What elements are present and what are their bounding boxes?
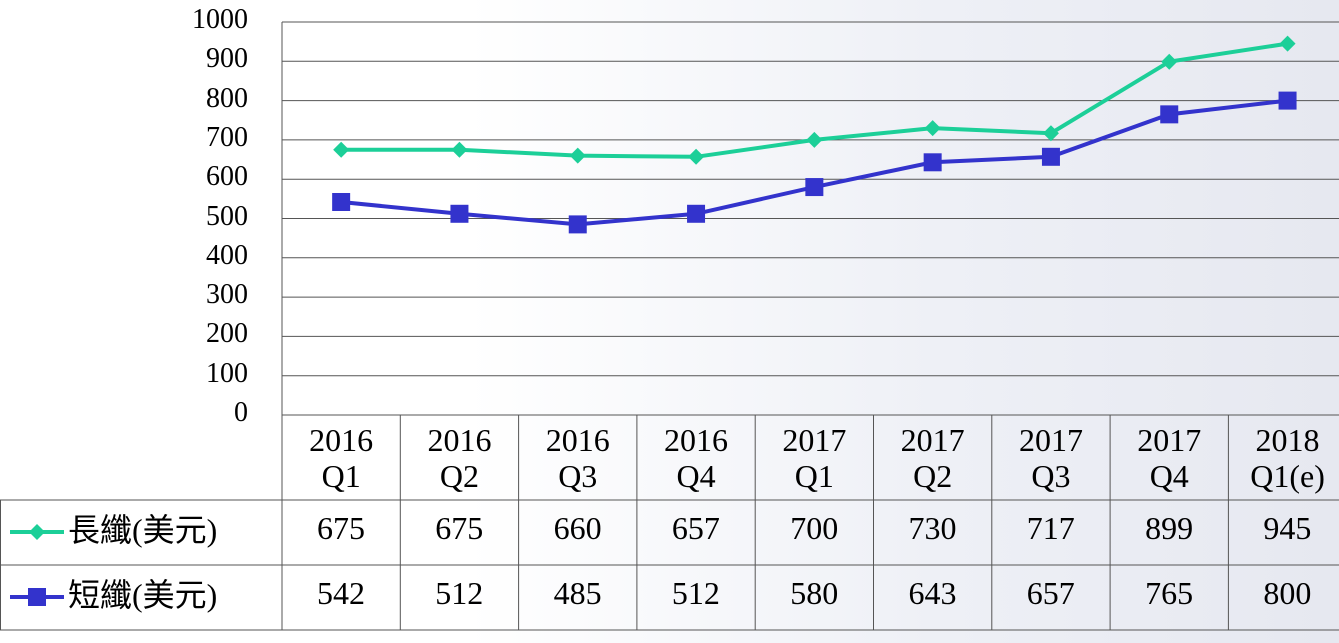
marker [569,215,587,233]
chart: 010020030040050060070080090010002016 Q12… [0,0,1339,643]
table-value: 765 [1110,575,1228,611]
marker [805,178,823,196]
table-value: 660 [519,510,637,546]
legend-label: 短纖(美元) [68,577,217,613]
x-tick-label: 2017 Q2 [893,422,973,494]
y-tick-label: 600 [8,159,248,195]
table-value: 643 [874,575,992,611]
table-value: 657 [637,510,755,546]
y-tick-label: 700 [8,120,248,156]
table-value: 675 [282,510,400,546]
marker [1279,92,1297,110]
y-tick-label: 300 [8,277,248,313]
marker [451,142,467,158]
y-tick-label: 500 [8,199,248,235]
table-value: 542 [282,575,400,611]
table-value: 899 [1110,510,1228,546]
y-tick-label: 100 [8,356,248,392]
table-value: 580 [755,575,873,611]
table-value: 675 [400,510,518,546]
series-line [341,101,1287,225]
legend-marker [29,524,45,540]
y-tick-label: 0 [8,395,248,431]
x-tick-label: 2017 Q3 [1011,422,1091,494]
x-tick-label: 2016 Q4 [656,422,736,494]
x-tick-label: 2016 Q3 [538,422,618,494]
marker [806,132,822,148]
marker [688,149,704,165]
y-tick-label: 200 [8,316,248,352]
marker [925,120,941,136]
y-tick-label: 800 [8,81,248,117]
marker [1280,36,1296,52]
table-value: 512 [400,575,518,611]
y-tick-label: 1000 [8,2,248,38]
legend-marker [28,588,46,606]
x-tick-label: 2016 Q1 [301,422,381,494]
y-tick-label: 400 [8,238,248,274]
x-tick-label: 2016 Q2 [419,422,499,494]
table-value: 700 [755,510,873,546]
x-tick-label: 2017 Q1 [774,422,854,494]
marker [924,153,942,171]
marker [332,193,350,211]
marker [1160,105,1178,123]
table-value: 730 [874,510,992,546]
x-tick-label: 2017 Q4 [1129,422,1209,494]
x-tick-label: 2018 Q1(e) [1248,422,1328,494]
table-value: 717 [992,510,1110,546]
marker [570,148,586,164]
marker [450,205,468,223]
legend-label: 長纖(美元) [68,512,217,548]
table-value: 945 [1228,510,1339,546]
table-value: 800 [1228,575,1339,611]
table-value: 485 [519,575,637,611]
marker [687,205,705,223]
table-value: 657 [992,575,1110,611]
table-value: 512 [637,575,755,611]
marker [1042,148,1060,166]
y-tick-label: 900 [8,41,248,77]
marker [333,142,349,158]
